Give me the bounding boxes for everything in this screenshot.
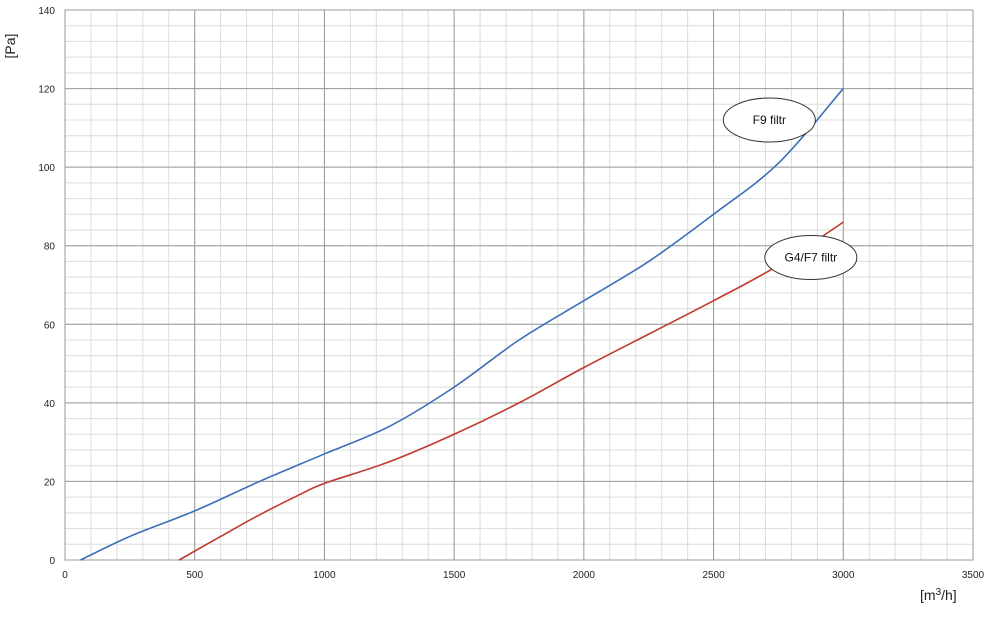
series-line-f9	[80, 88, 844, 561]
y-tick-label: 100	[38, 163, 55, 174]
x-tick-labels: 0 500 1000 1500 2000 2500 3000 3500	[62, 570, 984, 581]
x-tick-label: 2000	[573, 570, 596, 581]
x-tick-label: 0	[62, 570, 68, 581]
callout-label: F9 filtr	[753, 113, 786, 127]
x-axis-label-suffix: /h]	[941, 587, 957, 603]
y-tick-labels: 0 20 40 60 80 100 120 140	[38, 6, 55, 567]
plot-frame	[64, 9, 974, 561]
callout-f9: F9 filtr	[722, 97, 816, 143]
y-tick-label: 60	[44, 320, 56, 331]
series-line-g4-f7	[178, 221, 844, 561]
y-tick-label: 20	[44, 477, 56, 488]
major-grid	[64, 9, 974, 561]
callouts-layer: F9 filtr G4/F7 filtr	[722, 97, 858, 280]
y-tick-label: 140	[38, 6, 55, 17]
y-axis-label: [Pa]	[2, 34, 18, 59]
x-tick-label: 3000	[832, 570, 855, 581]
callout-ellipse	[722, 97, 816, 143]
x-tick-label: 1500	[443, 570, 466, 581]
minor-grid	[64, 9, 974, 561]
callout-g4-f7: G4/F7 filtr	[764, 235, 858, 280]
y-tick-label: 80	[44, 242, 56, 253]
x-axis-label: [m3/h]	[920, 587, 957, 603]
x-axis-label-superscript: 3	[936, 587, 942, 598]
y-tick-label: 0	[49, 556, 55, 567]
x-tick-label: 3500	[962, 570, 985, 581]
y-tick-label: 120	[38, 85, 55, 96]
y-tick-label: 40	[44, 399, 56, 410]
series-layer	[80, 88, 844, 561]
x-tick-label: 500	[186, 570, 203, 581]
callout-label: G4/F7 filtr	[785, 251, 838, 265]
x-tick-label: 1000	[313, 570, 336, 581]
x-tick-label: 2500	[702, 570, 725, 581]
x-axis-label-prefix: [m	[920, 587, 936, 603]
callout-ellipse	[764, 235, 858, 280]
